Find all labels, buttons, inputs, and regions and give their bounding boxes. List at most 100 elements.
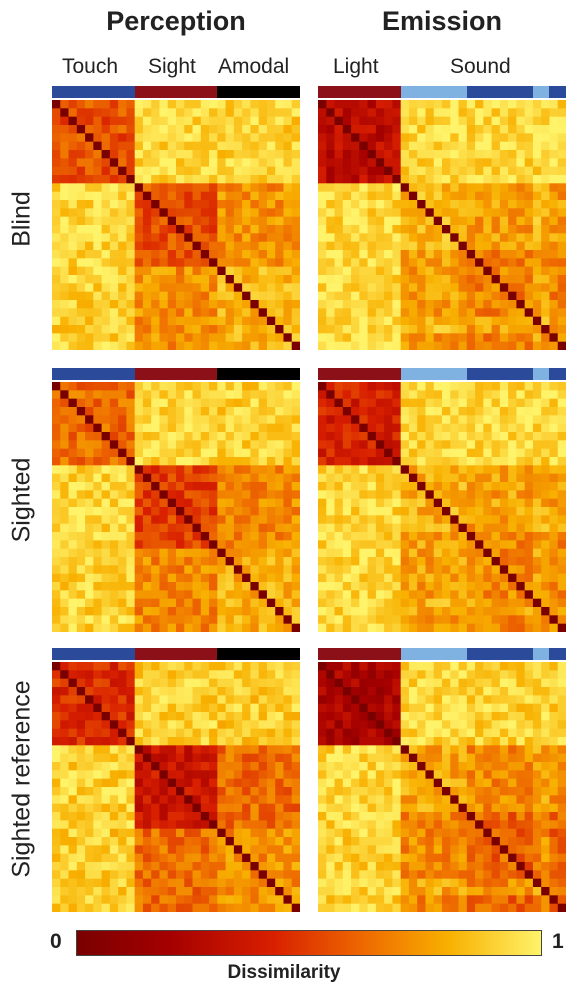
- heatmap-cell: [266, 737, 276, 746]
- heatmap-cell: [351, 216, 360, 226]
- heatmap-cell: [516, 482, 526, 491]
- heatmap-cell: [433, 615, 443, 625]
- heatmap-cell: [93, 820, 102, 830]
- heatmap-cell: [60, 770, 69, 780]
- heatmap-cell: [118, 158, 127, 168]
- heatmap-cell: [192, 266, 202, 276]
- heatmap-cell: [359, 753, 368, 763]
- heatmap-cell: [275, 590, 284, 600]
- heatmap-cell: [184, 623, 193, 632]
- heatmap-cell: [408, 532, 418, 541]
- heatmap-cell: [225, 233, 235, 243]
- heatmap-cell: [192, 515, 202, 525]
- heatmap-cell: [192, 141, 202, 151]
- heatmap-cell: [60, 540, 69, 550]
- heatmap-cell: [217, 903, 226, 912]
- heatmap-cell: [250, 432, 260, 441]
- heatmap-cell: [524, 728, 534, 738]
- heatmap-cell: [200, 532, 210, 541]
- heatmap-cell: [242, 540, 251, 550]
- heatmap-cell: [101, 862, 111, 871]
- heatmap-cell: [291, 432, 300, 441]
- heatmap-cell: [76, 762, 86, 771]
- heatmap-cell: [291, 515, 300, 525]
- heatmap-cell: [342, 482, 352, 491]
- heatmap-cell: [217, 745, 226, 755]
- heatmap-cell: [367, 490, 377, 500]
- heatmap-cell: [291, 878, 300, 888]
- heatmap-cell: [209, 678, 218, 688]
- heatmap-cell: [400, 573, 410, 583]
- heatmap-cell: [68, 828, 78, 838]
- heatmap-cell: [109, 590, 119, 600]
- heatmap-cell: [491, 100, 501, 109]
- heatmap-cell: [375, 728, 385, 738]
- heatmap-cell: [359, 175, 368, 184]
- heatmap-cell: [524, 465, 534, 475]
- heatmap-cell: [408, 590, 418, 600]
- heatmap-cell: [233, 448, 243, 458]
- heatmap-cell: [52, 216, 61, 226]
- heatmap-cell: [499, 573, 509, 583]
- heatmap-cell: [475, 398, 484, 408]
- heatmap-cell: [375, 523, 385, 533]
- heatmap-cell: [266, 200, 276, 209]
- heatmap-cell: [508, 728, 517, 738]
- heatmap-cell: [516, 258, 526, 268]
- heatmap-cell: [508, 407, 517, 416]
- heatmap-cell: [417, 291, 426, 301]
- heatmap-cell: [142, 398, 152, 408]
- heatmap-cell: [375, 482, 385, 491]
- heatmap-cell: [384, 250, 393, 259]
- category-bar-light: [318, 86, 401, 98]
- heatmap-cell: [159, 770, 169, 780]
- heatmap-cell: [450, 216, 459, 226]
- heatmap-cell: [442, 762, 451, 771]
- heatmap-cell: [200, 175, 210, 184]
- heatmap-cell: [142, 448, 152, 458]
- heatmap-cell: [367, 678, 377, 688]
- heatmap-cell: [342, 440, 352, 450]
- heatmap-cell: [433, 125, 443, 134]
- heatmap-cell: [76, 820, 86, 830]
- heatmap-cell: [233, 308, 243, 318]
- heatmap-cell: [499, 728, 509, 738]
- heatmap-cell: [167, 341, 177, 350]
- heatmap-cell: [549, 498, 559, 508]
- heatmap-cell: [516, 540, 526, 550]
- heatmap-cell: [516, 745, 526, 755]
- heatmap-cell: [93, 695, 102, 705]
- heatmap-cell: [118, 862, 127, 871]
- heatmap-cell: [532, 607, 542, 616]
- heatmap-cell: [258, 457, 268, 466]
- heatmap-cell: [516, 598, 526, 608]
- heatmap-cell: [475, 778, 484, 788]
- heatmap-cell: [367, 283, 377, 293]
- heatmap-cell: [408, 662, 418, 671]
- heatmap-cell: [532, 457, 542, 466]
- heatmap-cell: [466, 308, 476, 318]
- heatmap-cell: [176, 183, 185, 193]
- heatmap-cell: [209, 728, 218, 738]
- heatmap-cell: [52, 423, 61, 433]
- heatmap-cell: [233, 703, 243, 713]
- heatmap-cell: [367, 457, 377, 466]
- heatmap-cell: [318, 308, 327, 318]
- heatmap-cell: [283, 250, 293, 259]
- heatmap-cell: [200, 325, 210, 334]
- heatmap-cell: [118, 333, 127, 343]
- heatmap-cell: [318, 100, 327, 109]
- heatmap-cell: [118, 515, 127, 525]
- heatmap-cell: [491, 275, 501, 284]
- heatmap-cell: [491, 283, 501, 293]
- heatmap-cell: [392, 300, 402, 309]
- heatmap-cell: [367, 695, 377, 705]
- heatmap-cell: [433, 158, 443, 168]
- heatmap-cell: [109, 325, 119, 334]
- heatmap-cell: [209, 108, 218, 118]
- heatmap-cell: [417, 266, 426, 276]
- heatmap-cell: [101, 837, 111, 846]
- heatmap-cell: [318, 440, 327, 450]
- heatmap-cell: [384, 325, 393, 334]
- heatmap-cell: [392, 778, 402, 788]
